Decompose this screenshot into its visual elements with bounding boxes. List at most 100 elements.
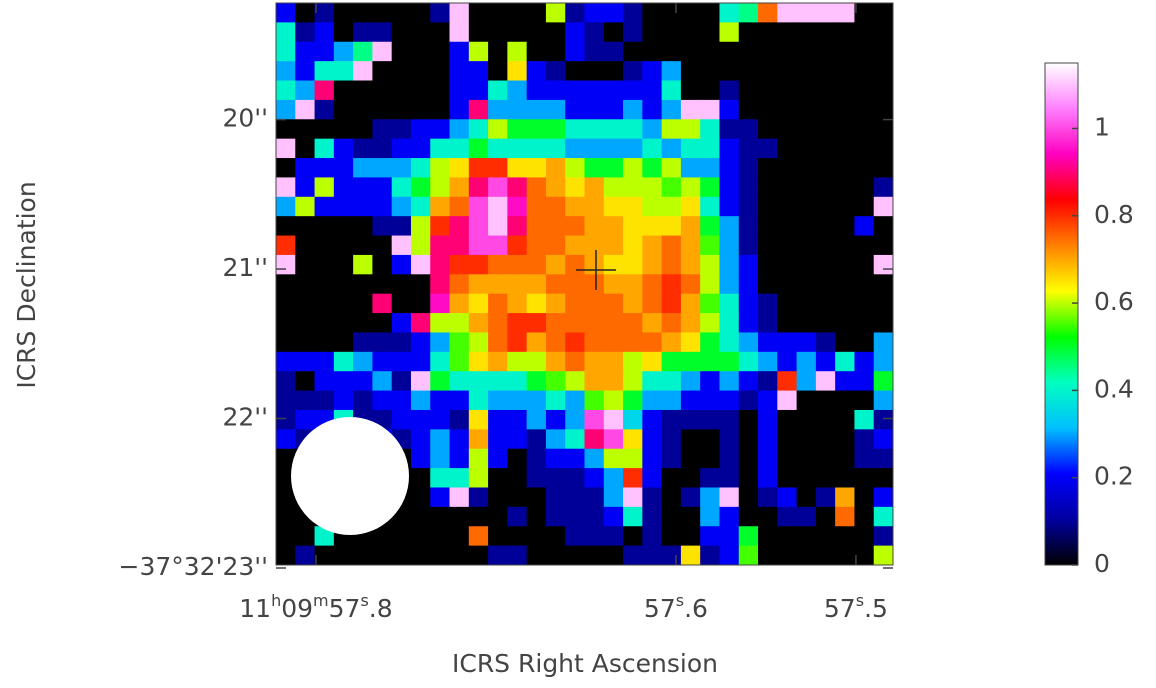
cell xyxy=(276,409,296,430)
cell xyxy=(526,138,547,159)
cell xyxy=(661,487,682,508)
cell xyxy=(603,545,624,566)
cell xyxy=(488,332,508,353)
cell xyxy=(719,409,740,430)
cell xyxy=(430,293,451,314)
cell xyxy=(314,138,335,159)
cell xyxy=(507,158,528,178)
cell xyxy=(565,526,585,547)
cell xyxy=(680,3,701,23)
cell xyxy=(353,177,373,198)
cell xyxy=(623,468,643,488)
cell xyxy=(642,506,663,527)
cell xyxy=(642,409,663,430)
cell xyxy=(642,545,663,566)
cell xyxy=(353,158,373,178)
cell xyxy=(449,22,470,43)
cell xyxy=(835,138,855,159)
cell xyxy=(758,487,778,508)
cell xyxy=(449,138,470,159)
cell xyxy=(642,22,663,43)
cell xyxy=(430,390,451,411)
cell xyxy=(391,313,412,333)
cell xyxy=(372,22,393,43)
cell xyxy=(430,138,451,159)
cell xyxy=(276,371,296,392)
cell xyxy=(565,196,585,217)
cell xyxy=(295,351,316,372)
cell xyxy=(276,390,296,411)
cell xyxy=(854,119,875,140)
cell xyxy=(623,371,643,392)
cell xyxy=(661,351,682,372)
cell xyxy=(333,274,354,295)
cell xyxy=(796,22,817,43)
cell xyxy=(565,545,585,566)
cell xyxy=(719,332,740,353)
cell xyxy=(854,448,875,469)
cell xyxy=(468,429,489,450)
cell xyxy=(661,80,682,101)
cell xyxy=(545,487,566,508)
cell xyxy=(758,351,778,372)
colorbar-tick-label: 0 xyxy=(1094,549,1110,578)
cell xyxy=(835,80,855,101)
cell xyxy=(642,487,663,508)
cell xyxy=(353,216,373,237)
cell xyxy=(738,274,759,295)
cell xyxy=(738,158,759,178)
cell xyxy=(353,313,373,333)
x-tick-label: 57s.6 xyxy=(644,591,708,624)
cell xyxy=(526,468,547,488)
cell xyxy=(430,254,451,275)
cell xyxy=(700,487,720,508)
cell xyxy=(642,390,663,411)
cell xyxy=(738,332,759,353)
cell xyxy=(623,80,643,101)
cell xyxy=(526,506,547,527)
cell xyxy=(507,196,528,217)
cell xyxy=(661,254,682,275)
cell xyxy=(835,468,855,488)
cell xyxy=(410,158,431,178)
cell xyxy=(391,274,412,295)
cell xyxy=(526,293,547,314)
cell xyxy=(353,22,373,43)
cell xyxy=(276,216,296,237)
cell xyxy=(372,313,393,333)
cell xyxy=(738,506,759,527)
cell xyxy=(430,409,451,430)
cell xyxy=(295,138,316,159)
cell xyxy=(603,22,624,43)
y-axis-title: ICRS Declination xyxy=(12,181,41,388)
cell xyxy=(603,429,624,450)
cell xyxy=(526,274,547,295)
cell xyxy=(680,41,701,62)
cell xyxy=(353,138,373,159)
cell xyxy=(372,80,393,101)
cell xyxy=(815,196,836,217)
cell xyxy=(700,22,720,43)
cell xyxy=(700,468,720,488)
cell xyxy=(276,41,296,62)
cell xyxy=(507,274,528,295)
cell xyxy=(623,196,643,217)
cell xyxy=(353,235,373,256)
cell xyxy=(468,235,489,256)
cell xyxy=(873,235,894,256)
cell xyxy=(738,409,759,430)
cell xyxy=(758,390,778,411)
cell xyxy=(777,80,798,101)
cell xyxy=(719,545,740,566)
cell xyxy=(796,448,817,469)
cell xyxy=(565,274,585,295)
cell xyxy=(854,332,875,353)
cell xyxy=(545,371,566,392)
cell xyxy=(410,429,431,450)
cell xyxy=(545,41,566,62)
cell xyxy=(854,526,875,547)
cell xyxy=(738,351,759,372)
cell xyxy=(333,216,354,237)
cell xyxy=(661,313,682,333)
cell xyxy=(353,119,373,140)
